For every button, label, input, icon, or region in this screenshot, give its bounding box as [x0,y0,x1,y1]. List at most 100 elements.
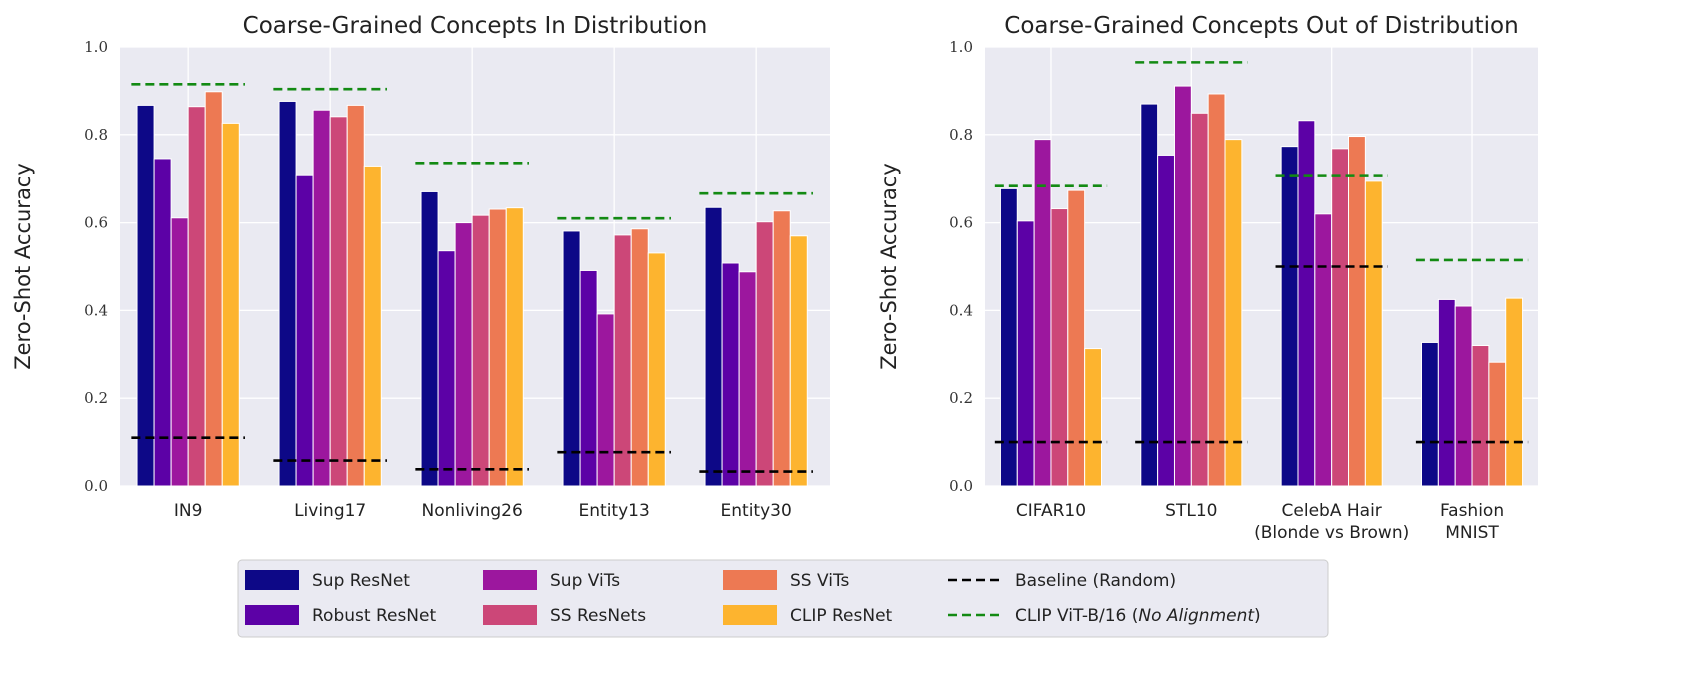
bar-sup-vits [596,313,615,487]
bar-ss-resnets [613,234,632,487]
x-tick-label: CelebA Hair [1282,501,1382,521]
y-tick-label: 0.6 [84,214,108,232]
legend-label-text: Sup ViTs [550,571,620,591]
legend-label-suffix: ) [1254,606,1261,626]
bar-clip-resnet [505,207,524,487]
bar-clip-resnet [1364,180,1383,487]
bar-sup-vits [1033,139,1052,487]
y-tick-label: 0.4 [949,301,973,319]
bar-clip-resnet [1505,297,1524,487]
bar-ss-vits [1488,361,1507,487]
legend-label: Sup ResNet [312,571,410,591]
legend-label: Sup ViTs [550,571,620,591]
bar-clip-resnet [789,235,808,487]
y-tick-label: 0.0 [949,477,973,495]
bar-clip-resnet [221,122,240,487]
bar-sup-vits [1314,213,1333,487]
legend: Sup ResNet Robust ResNet Sup ViTs SS ResNet… [237,559,1329,638]
bar-robust-resnet [721,262,740,487]
bar-robust-resnet [1437,298,1456,487]
y-tick-label: 1.0 [949,38,973,56]
y-tick-label: 0.0 [84,477,108,495]
y-tick-label: 0.2 [949,389,973,407]
legend-label: CLIP ViT-B/16 (No Alignment) [1015,606,1261,626]
bar-ss-resnets [187,106,206,487]
bar-ss-resnets [755,221,774,487]
x-tick-label: IN9 [174,501,203,521]
y-tick-label: 0.8 [84,126,108,144]
bar-sup-resnet [1421,341,1439,487]
bar-sup-vits [454,222,473,487]
legend-label: SS ResNets [550,606,646,626]
legend-swatch [245,570,299,590]
bar-sup-resnet [420,190,439,487]
x-tick-label: Living17 [294,501,366,521]
bar-ss-resnets [1471,345,1490,487]
bar-ss-resnets [1331,148,1350,487]
legend-label-text: CLIP ViT-B/16 ( [1015,606,1138,626]
bar-ss-vits [630,228,649,487]
bar-ss-vits [1067,189,1086,487]
y-tick-label: 0.8 [949,126,973,144]
bar-clip-resnet [1084,348,1102,487]
legend-label: SS ViTs [790,571,850,591]
x-tick-label: Nonliving26 [421,501,522,521]
bar-sup-resnet [278,100,297,487]
chart-title: Coarse-Grained Concepts Out of Distribut… [1004,13,1518,39]
bar-ss-vits [772,210,791,487]
y-axis-label: Zero-Shot Accuracy [877,163,901,370]
bar-sup-resnet [136,104,155,487]
bar-sup-resnet [562,230,581,487]
legend-label-text: Baseline (Random) [1015,571,1176,591]
bar-sup-resnet [1280,146,1299,487]
bar-ss-resnets [1050,208,1069,487]
bar-clip-resnet [1224,139,1243,487]
x-tick-label: STL10 [1165,501,1217,521]
bar-robust-resnet [579,269,598,487]
bar-ss-vits [204,91,223,487]
legend-label: CLIP ResNet [790,606,893,626]
chart-panel-1: 0.0 0.2 0.4 0.6 0.8 1.0 IN9 Living17 Nonliving26… [11,13,830,521]
x-tick-label: Entity30 [721,501,792,521]
legend-label: Baseline (Random) [1015,571,1176,591]
bar-sup-vits [738,271,757,487]
chart-panel-2: 0.0 0.2 0.4 0.6 0.8 1.0 CIFAR10 STL10 CelebA Hai… [877,13,1538,543]
legend-label-text: Sup ResNet [312,571,410,591]
chart-title: Coarse-Grained Concepts In Distribution [243,13,708,39]
bar-sup-vits [1454,305,1473,487]
legend-swatch [245,605,299,625]
legend-label-text: CLIP ResNet [790,606,893,626]
y-tick-label: 0.2 [84,389,108,407]
x-tick-label: (Blonde vs Brown) [1254,523,1409,543]
y-tick-label: 0.6 [949,214,973,232]
x-tick-label: Entity13 [579,501,650,521]
legend-label-text: SS ResNets [550,606,646,626]
bar-robust-resnet [1157,154,1175,487]
legend-label: Robust ResNet [312,606,436,626]
bar-ss-vits [346,104,365,487]
legend-label-italic: No Alignment [1138,606,1255,626]
bar-sup-vits [312,109,331,487]
bar-sup-resnet [704,206,723,487]
bar-robust-resnet [437,250,456,487]
bar-ss-resnets [471,214,490,487]
bar-ss-resnets [329,116,348,487]
bar-ss-vits [488,208,507,487]
bar-sup-vits [170,217,189,487]
bar-ss-vits [1348,136,1366,487]
legend-swatch [723,570,777,590]
bar-clip-resnet [363,165,382,487]
bar-sup-vits [1173,85,1192,487]
y-tick-label: 0.4 [84,301,108,319]
bar-sup-resnet [1140,103,1159,487]
y-axis-label: Zero-Shot Accuracy [11,163,35,370]
bar-ss-vits [1207,93,1226,487]
bar-ss-resnets [1190,112,1209,487]
legend-swatch [483,605,537,625]
bar-robust-resnet [295,174,314,487]
x-tick-label: MNIST [1445,523,1499,543]
legend-swatch [483,570,537,590]
legend-label-text: SS ViTs [790,571,850,591]
x-tick-label: CIFAR10 [1016,501,1086,521]
